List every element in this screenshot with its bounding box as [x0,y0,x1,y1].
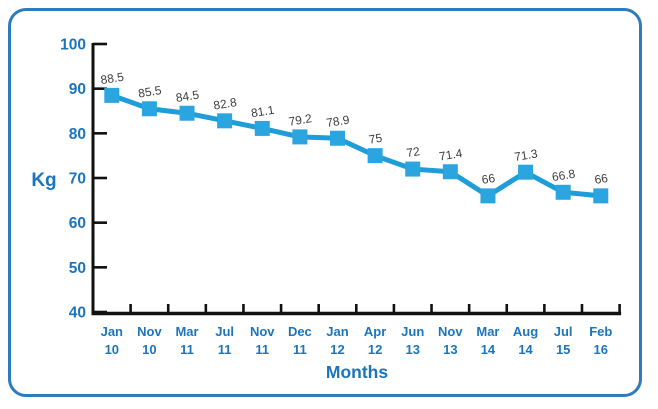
x-tick-label-month: Feb [589,324,612,339]
data-point-label: 71.3 [513,146,539,164]
data-point-label: 75 [368,131,384,147]
data-point-label: 72 [405,144,421,160]
x-tick-label-month: Jun [401,324,424,339]
x-tick-label-month: Nov [438,324,463,339]
data-point-marker [367,148,383,164]
y-tick-label: 80 [69,126,86,143]
data-point-label: 82.8 [212,95,238,113]
x-tick-label-year: 14 [481,342,496,357]
x-tick-label-year: 13 [443,342,457,357]
x-tick-label-month: Jan [326,324,348,339]
x-tick-label-month: Jul [554,324,573,339]
data-point-label: 81.1 [250,103,276,121]
data-point-label: 79.2 [288,111,314,129]
data-point-marker [480,188,496,204]
x-tick-label-year: 16 [594,342,608,357]
x-tick-label-year: 12 [368,342,382,357]
x-tick-label-year: 11 [255,342,269,357]
chart-frame [8,8,642,397]
data-point-label: 66.8 [551,167,577,185]
x-tick-label-month: Jan [101,324,123,339]
plot-area: 40 50 60 70 80 90 100 Jan 10 Nov 10 Mar 11 Jul 11 Nov 11… [60,37,622,357]
data-point-marker [104,87,120,103]
x-tick-label-year: 11 [293,342,307,357]
y-tick-label: 90 [69,81,86,98]
x-tick-label-year: 15 [556,342,570,357]
x-tick-label-month: Aug [513,324,538,339]
data-point-marker [329,130,345,146]
data-point-label: 66 [481,171,497,187]
data-point-marker [405,161,421,177]
x-tick-label-year: 13 [405,342,419,357]
data-point-marker [518,164,534,180]
data-point-label: 84.5 [175,87,201,105]
data-point-label: 71.4 [438,146,464,164]
data-point-marker [593,188,609,204]
x-tick-label-year: 11 [218,342,232,357]
x-tick-label-month: Apr [364,324,386,339]
y-tick-label: 100 [60,37,86,54]
x-tick-label-month: Nov [137,324,162,339]
x-tick-label-year: 14 [518,342,533,357]
x-tick-label-year: 10 [105,342,119,357]
y-tick-label: 50 [69,260,86,277]
x-tick-label-year: 12 [330,342,344,357]
x-tick-label-month: Mar [175,324,198,339]
x-tick-label-year: 11 [180,342,194,357]
data-point-marker [141,101,157,117]
data-point-marker [292,129,308,145]
data-point-label: 78.9 [325,113,351,131]
data-point-marker [254,120,270,136]
data-point-marker [555,184,571,200]
x-tick-label-month: Dec [288,324,312,339]
y-tick-label: 70 [69,171,86,188]
x-axis-title: Months [326,362,388,382]
y-tick-label: 40 [69,305,86,322]
data-point-label: 85.5 [137,83,163,101]
data-point-marker [179,105,195,121]
data-point-marker [217,113,233,129]
x-tick-label-year: 10 [142,342,156,357]
x-tick-label-month: Nov [250,324,275,339]
y-axis-title: Kg [31,170,56,191]
data-point-marker [442,164,458,180]
data-point-label: 88.5 [100,70,126,88]
x-tick-label-month: Jul [215,324,234,339]
data-point-label: 66 [593,171,609,187]
y-tick-label: 60 [69,215,86,232]
x-tick-label-month: Mar [476,324,499,339]
